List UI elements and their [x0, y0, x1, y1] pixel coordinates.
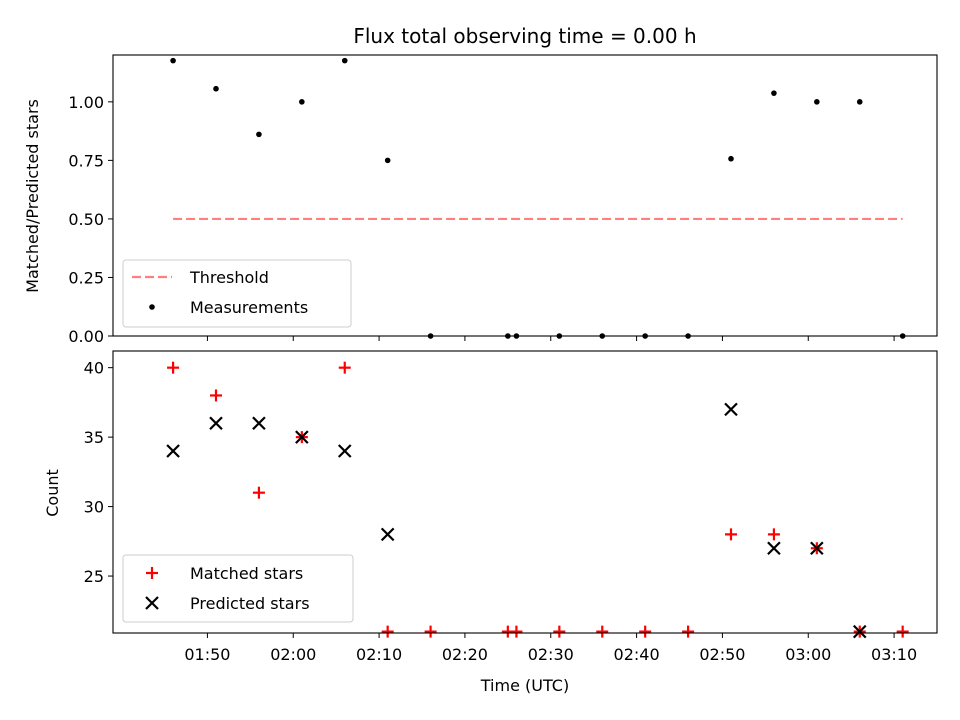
matched-star-marker [596, 625, 609, 638]
legend-threshold-label: Threshold [189, 268, 269, 287]
bottom-y-axis: 25 30 35 40 [84, 359, 113, 586]
x-tick-label: 02:10 [356, 645, 402, 664]
legend-measurements-label: Measurements [190, 298, 308, 317]
top-y-tick-label: 0.75 [68, 151, 104, 170]
x-tick-label: 02:50 [699, 645, 745, 664]
measurement-point [213, 85, 219, 92]
predicted-star-marker [767, 541, 781, 556]
bottom-y-tick-label: 40 [84, 359, 104, 378]
x-tick-label: 02:00 [270, 645, 316, 664]
predicted-star-marker-b [252, 416, 266, 431]
matched-star-marker [767, 528, 780, 541]
predicted-star-marker-b [810, 541, 824, 556]
chart-title: Flux total observing time = 0.00 h [353, 24, 696, 48]
legend-predicted-label: Predicted stars [190, 594, 310, 613]
top-y-axis: 0.00 0.25 0.50 0.75 1.00 [68, 93, 113, 346]
predicted-star-marker-b [209, 416, 223, 431]
top-x-tick-marks [206, 336, 895, 341]
top-axes-frame [112, 54, 938, 337]
bottom-y-tick-label: 25 [84, 567, 104, 586]
top-y-axis-title: Matched/Predicted stars [23, 99, 42, 293]
matched-star-marker [210, 389, 222, 402]
measurement-point [384, 157, 391, 164]
measurement-point [856, 99, 863, 105]
measurement-point [771, 90, 777, 96]
legend-matched-label: Matched stars [190, 564, 303, 583]
matched-star-marker [896, 625, 909, 638]
x-tick-label: 03:10 [871, 645, 917, 664]
measurement-point [728, 155, 734, 162]
bottom-x-axis: 01:50 02:00 02:10 02:20 02:30 02:40 02:50 03:00… [184, 633, 917, 664]
x-tick-label: 03:00 [785, 645, 831, 664]
matched-star-marker [252, 486, 265, 499]
legend-matched-swatch [146, 567, 158, 579]
bottom-legend-box [122, 554, 354, 623]
matched-star-marker [725, 528, 737, 541]
predicted-star-marker [252, 416, 266, 431]
top-legend-box [122, 259, 352, 328]
matched-star-marker [682, 625, 695, 638]
predicted-star-marker-b [337, 444, 352, 458]
predicted-star-marker-b [295, 430, 309, 444]
predicted-star-marker [380, 527, 395, 542]
predicted-star-marker [852, 624, 867, 639]
measurement-point [256, 131, 262, 138]
matched-star-marker [553, 625, 566, 638]
predicted-star-marker [337, 444, 352, 458]
matched-star-marker [510, 625, 523, 638]
predicted-star-marker [295, 430, 309, 444]
measurement-point [170, 57, 176, 64]
legend-measurements-swatch [149, 304, 155, 310]
x-tick-label: 02:20 [442, 645, 488, 664]
top-panel: 0.00 0.25 0.50 0.75 1.00 Matched/Predicted s… [23, 54, 938, 346]
bottom-y-tick-label: 30 [84, 498, 104, 517]
top-y-tick-label: 1.00 [68, 93, 104, 112]
matched-star-marker [424, 625, 437, 638]
predicted-star-marker-b [380, 527, 395, 542]
top-y-tick-label: 0.00 [68, 327, 104, 346]
top-y-tick-label: 0.25 [68, 268, 104, 287]
measurement-point [299, 99, 305, 105]
matched-star-marker [338, 361, 351, 374]
matched-star-marker [167, 361, 180, 374]
x-axis-title: Time (UTC) [480, 676, 569, 695]
predicted-star-marker [209, 416, 223, 431]
measurement-point [341, 57, 348, 64]
predicted-star-marker [810, 541, 824, 556]
predicted-star-marker-b [852, 624, 867, 639]
predicted-star-marker [724, 402, 738, 417]
predicted-star-marker-b [767, 541, 781, 556]
x-tick-label: 02:30 [528, 645, 574, 664]
matched-star-marker [639, 625, 652, 638]
x-tick-label: 02:40 [614, 645, 660, 664]
predicted-star-marker-b [724, 402, 738, 417]
bottom-legend: Matched stars Predicted stars [122, 554, 354, 623]
count-markers-layer [166, 361, 909, 639]
top-y-tick-label: 0.50 [68, 210, 104, 229]
matched-star-marker [381, 625, 394, 638]
top-legend: Threshold Measurements [122, 259, 352, 328]
predicted-star-marker-b [166, 444, 180, 458]
measurement-point [814, 99, 820, 105]
bottom-y-axis-title: Count [43, 469, 62, 517]
x-tick-label: 01:50 [184, 645, 230, 664]
bottom-axes-frame [112, 350, 938, 634]
legend-predicted-swatch [145, 596, 159, 610]
bottom-y-tick-label: 35 [84, 428, 104, 447]
predicted-star-marker [166, 444, 180, 458]
legend-predicted-swatch-b [145, 596, 159, 610]
